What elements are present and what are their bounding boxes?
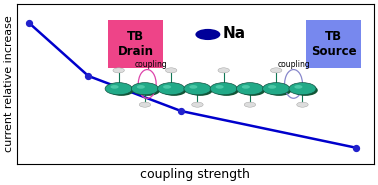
Circle shape bbox=[297, 102, 308, 107]
Point bbox=[26, 22, 33, 25]
Text: TB
Drain: TB Drain bbox=[118, 30, 153, 58]
FancyBboxPatch shape bbox=[108, 20, 163, 68]
Circle shape bbox=[158, 83, 185, 95]
Circle shape bbox=[166, 68, 177, 73]
Circle shape bbox=[242, 85, 250, 89]
Circle shape bbox=[192, 102, 203, 107]
Circle shape bbox=[161, 85, 186, 96]
Circle shape bbox=[294, 85, 302, 89]
Circle shape bbox=[189, 85, 197, 89]
Circle shape bbox=[215, 85, 224, 89]
Y-axis label: current relative increase: current relative increase bbox=[4, 16, 14, 152]
Circle shape bbox=[214, 85, 239, 96]
Circle shape bbox=[135, 85, 160, 96]
Circle shape bbox=[268, 85, 276, 89]
Circle shape bbox=[110, 85, 119, 89]
Circle shape bbox=[263, 83, 290, 95]
Circle shape bbox=[236, 83, 263, 95]
Circle shape bbox=[139, 102, 150, 107]
Circle shape bbox=[244, 102, 256, 107]
Text: coupling: coupling bbox=[135, 60, 167, 69]
Circle shape bbox=[266, 85, 291, 96]
Circle shape bbox=[184, 83, 211, 95]
Circle shape bbox=[289, 83, 316, 95]
Circle shape bbox=[293, 85, 318, 96]
Circle shape bbox=[113, 68, 124, 73]
Point bbox=[353, 146, 359, 149]
Circle shape bbox=[188, 85, 213, 96]
Point bbox=[85, 74, 91, 77]
Circle shape bbox=[137, 85, 145, 89]
X-axis label: coupling strength: coupling strength bbox=[141, 168, 250, 181]
Circle shape bbox=[105, 83, 132, 95]
FancyBboxPatch shape bbox=[306, 20, 361, 68]
Text: Na: Na bbox=[222, 26, 245, 41]
Circle shape bbox=[195, 29, 220, 40]
Circle shape bbox=[163, 85, 171, 89]
Circle shape bbox=[271, 68, 282, 73]
Circle shape bbox=[131, 83, 158, 95]
Circle shape bbox=[210, 83, 237, 95]
Text: coupling: coupling bbox=[277, 60, 310, 69]
Circle shape bbox=[240, 85, 265, 96]
Circle shape bbox=[109, 85, 134, 96]
Circle shape bbox=[218, 68, 229, 73]
Text: TB
Source: TB Source bbox=[311, 30, 356, 58]
Point bbox=[178, 110, 184, 112]
